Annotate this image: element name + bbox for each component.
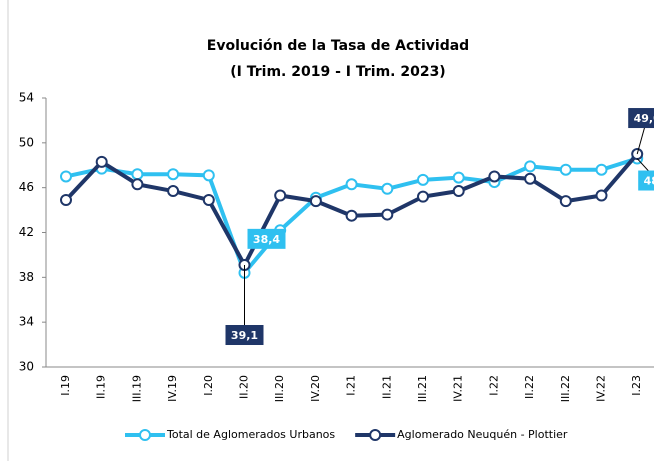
data-label: 48,6	[644, 175, 654, 188]
y-tick-label: 54	[19, 91, 34, 105]
legend-label: Total de Aglomerados Urbanos	[166, 428, 335, 441]
point	[167, 185, 180, 198]
point	[309, 195, 322, 208]
point	[452, 185, 465, 198]
point	[595, 189, 608, 202]
point	[452, 171, 465, 184]
x-tick-label: III.20	[273, 375, 286, 402]
series-line	[64, 152, 639, 270]
data-label-box	[247, 228, 286, 249]
point	[202, 193, 215, 206]
point	[417, 190, 429, 203]
point	[559, 163, 572, 176]
y-tick-label: 46	[19, 180, 34, 194]
y-tick-label: 42	[19, 225, 34, 239]
legend-marker	[139, 429, 151, 441]
point	[559, 195, 572, 208]
point	[524, 172, 537, 185]
y-tick-label: 50	[19, 135, 34, 149]
x-tick-label: I.19	[59, 375, 72, 396]
y-tick-label: 38	[19, 270, 34, 284]
x-tick-label: III.21	[416, 375, 429, 402]
point	[167, 168, 180, 181]
point	[131, 168, 144, 181]
chart-title: Evolución de la Tasa de Actividad	[207, 38, 469, 54]
point	[381, 182, 394, 195]
x-tick-label: II.22	[523, 375, 536, 399]
x-tick-label: III.22	[559, 375, 572, 402]
data-label: 49,0	[634, 112, 654, 125]
point	[60, 170, 72, 183]
chart-subtitle: (I Trim. 2019 - I Trim. 2023)	[230, 64, 445, 80]
x-tick-label: II.20	[238, 375, 251, 399]
x-tick-label: IV.19	[166, 375, 179, 402]
point	[417, 173, 429, 186]
y-tick-label: 34	[19, 315, 34, 329]
point	[131, 178, 144, 191]
x-tick-label: III.19	[130, 375, 143, 402]
x-tick-label: I.23	[630, 375, 643, 396]
point	[202, 169, 215, 182]
point	[95, 155, 108, 168]
legend-marker	[369, 429, 382, 441]
point	[524, 160, 537, 173]
y-tick-label: 30	[19, 360, 34, 374]
data-label-box	[638, 170, 654, 191]
x-tick-label: I.20	[202, 375, 215, 396]
x-tick-label: I.22	[487, 375, 500, 396]
x-tick-label: II.21	[380, 375, 393, 399]
x-tick-label: IV.21	[452, 375, 465, 402]
x-tick-label: IV.22	[595, 375, 608, 402]
point	[488, 170, 501, 183]
x-tick-label: IV.20	[309, 375, 322, 402]
point	[60, 193, 72, 206]
point	[274, 189, 287, 202]
data-label-box	[628, 108, 654, 129]
point	[345, 209, 358, 222]
x-tick-label: II.19	[95, 375, 108, 399]
point	[381, 208, 394, 221]
point	[595, 163, 608, 176]
legend-label: Aglomerado Neuquén - Plottier	[397, 428, 568, 441]
data-label: 39,1	[231, 329, 258, 342]
x-tick-label: I.21	[345, 375, 358, 396]
point	[345, 178, 358, 191]
data-label: 38,4	[253, 233, 280, 246]
data-label-box	[225, 325, 264, 346]
